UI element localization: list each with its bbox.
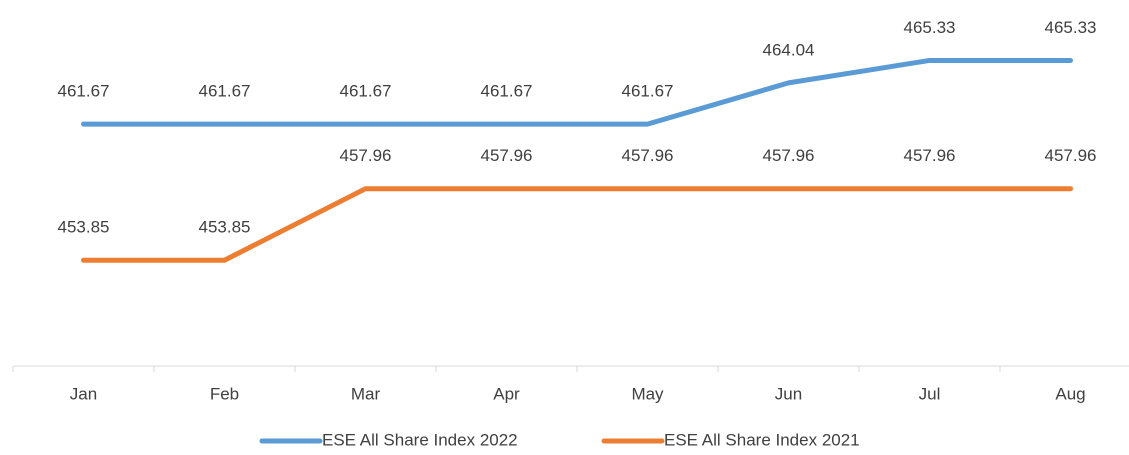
x-tick-label: Mar — [351, 384, 381, 403]
x-tick-label: Feb — [210, 384, 239, 403]
data-label: 461.67 — [481, 82, 533, 101]
x-tick-label: Apr — [493, 384, 520, 403]
x-tick-label: Jan — [70, 384, 97, 403]
x-tick-label: May — [631, 384, 664, 403]
data-label: 457.96 — [340, 146, 392, 165]
x-tick-label: Jun — [775, 384, 802, 403]
data-label: 457.96 — [1045, 146, 1097, 165]
data-label: 461.67 — [340, 82, 392, 101]
data-label: 457.96 — [763, 146, 815, 165]
data-label: 461.67 — [199, 82, 251, 101]
data-label: 453.85 — [199, 218, 251, 237]
legend-label: ESE All Share Index 2021 — [664, 430, 860, 449]
data-label: 461.67 — [58, 82, 110, 101]
data-label: 465.33 — [1045, 18, 1097, 37]
x-tick-label: Jul — [919, 384, 941, 403]
legend-label: ESE All Share Index 2022 — [322, 430, 518, 449]
data-label: 457.96 — [904, 146, 956, 165]
data-label: 457.96 — [622, 146, 674, 165]
series-line — [81, 57, 1073, 127]
data-label: 457.96 — [481, 146, 533, 165]
data-label: 464.04 — [763, 40, 815, 59]
data-label: 461.67 — [622, 82, 674, 101]
data-label: 465.33 — [904, 18, 956, 37]
series-line — [81, 186, 1073, 263]
x-tick-label: Aug — [1055, 384, 1085, 403]
data-label: 453.85 — [58, 218, 110, 237]
